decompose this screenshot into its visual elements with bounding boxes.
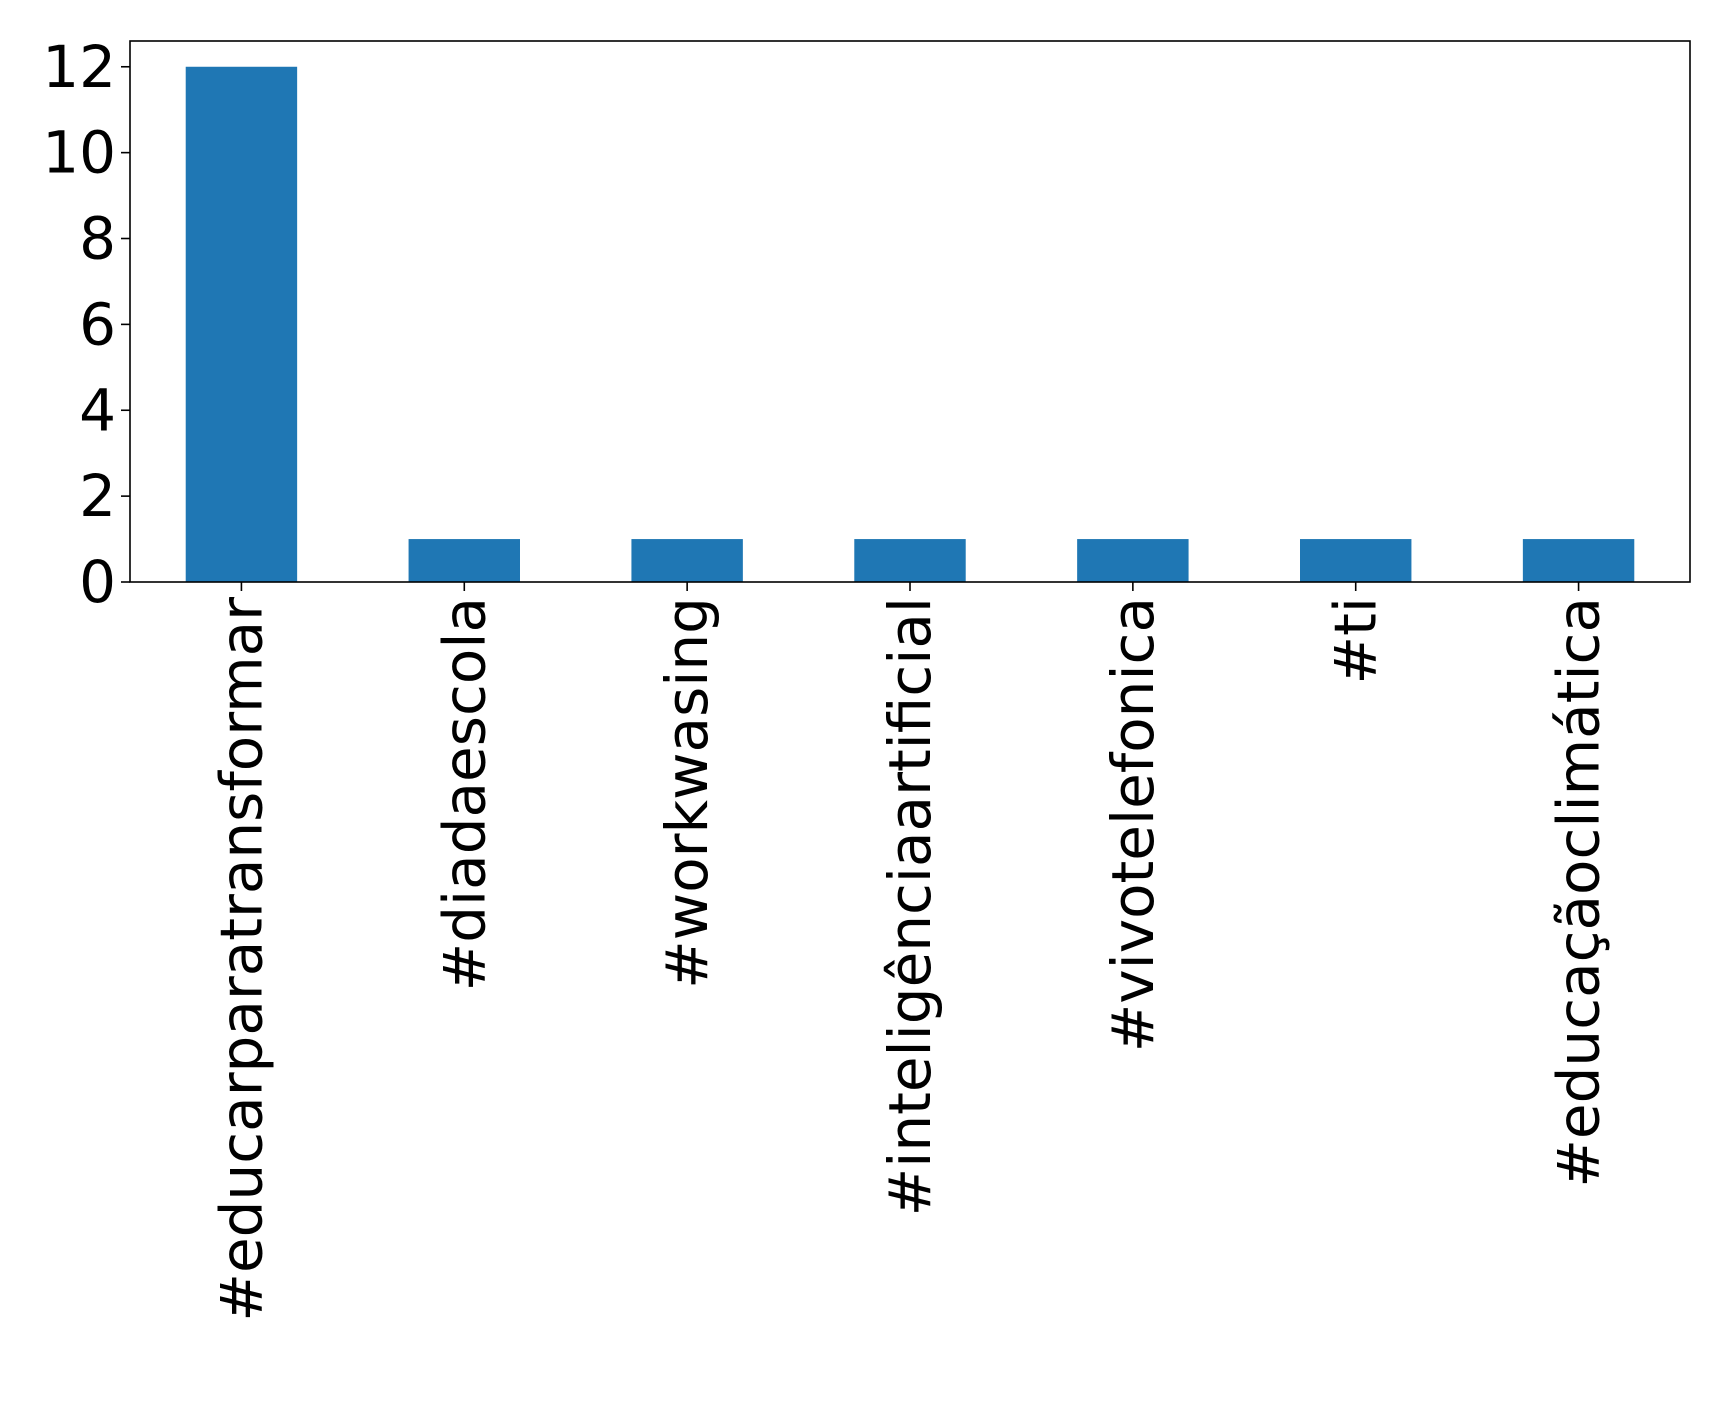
- x-tick-label: #workwasing: [653, 597, 721, 989]
- y-tick-label: 2: [79, 462, 116, 530]
- bar-3: [854, 539, 966, 582]
- bars-group: [185, 66, 1635, 582]
- x-axis: #educarparatransformar #diadaescola #workw…: [207, 582, 1613, 1322]
- bar-4: [1077, 539, 1189, 582]
- x-tick-label: #inteligênciaartificial: [876, 597, 944, 1216]
- y-axis: 0 2 4 6 8 10 12: [42, 33, 130, 616]
- y-tick-label: 12: [42, 33, 116, 101]
- y-tick-label: 10: [42, 119, 116, 187]
- plot-frame: [129, 40, 1691, 583]
- bar-6: [1522, 539, 1635, 582]
- bar-5: [1300, 539, 1412, 582]
- y-tick-label: 6: [79, 290, 116, 358]
- bar-1: [408, 539, 520, 582]
- x-tick-label: #diadaescola: [430, 597, 498, 991]
- x-tick-label: #ti: [1322, 597, 1390, 684]
- bar-0: [185, 66, 298, 582]
- x-tick-label: #educaçãoclimática: [1545, 597, 1613, 1188]
- bar-2: [631, 539, 743, 582]
- y-tick-label: 0: [79, 548, 116, 616]
- x-tick-label: #vivotelefonica: [1099, 597, 1167, 1052]
- y-tick-label: 4: [79, 376, 116, 444]
- y-tick-label: 8: [79, 205, 116, 273]
- x-tick-label: #educarparatransformar: [207, 597, 275, 1322]
